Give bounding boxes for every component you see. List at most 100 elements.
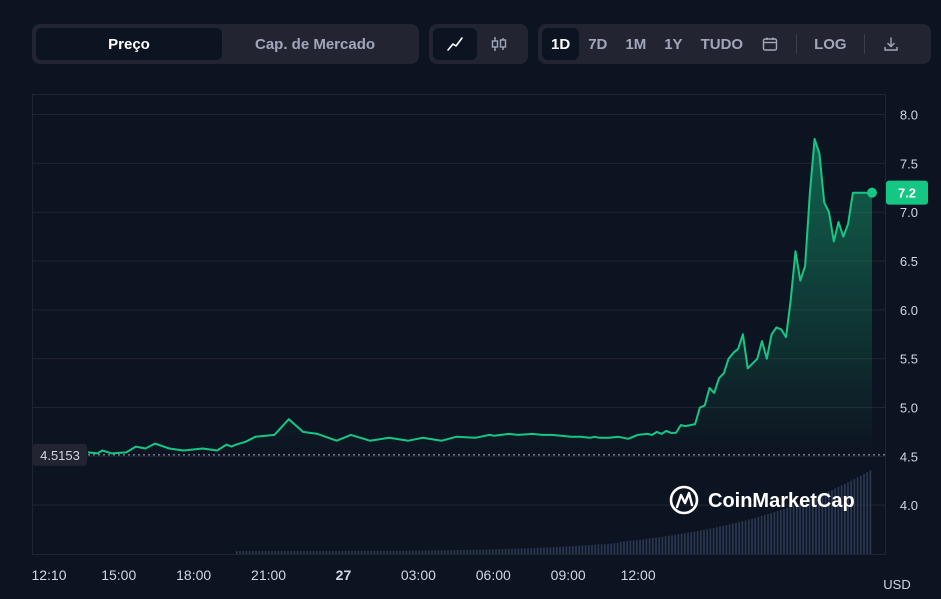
volume-bar <box>530 548 532 554</box>
volume-bar <box>386 550 388 554</box>
volume-bar <box>597 544 600 554</box>
volume-bar <box>632 540 635 554</box>
volume-bar <box>639 539 641 554</box>
volume-bar <box>712 527 715 554</box>
volume-bar <box>844 484 846 554</box>
volume-bar <box>652 538 654 554</box>
volume-bar <box>456 550 459 554</box>
volume-bar <box>728 524 731 554</box>
volume-bar <box>693 531 696 554</box>
volume-bar <box>578 545 580 554</box>
y-tick-label: 6.5 <box>900 254 918 269</box>
toolbar-divider <box>796 34 798 54</box>
volume-bar <box>252 551 254 554</box>
log-scale-button[interactable]: LOG <box>814 35 847 53</box>
volume-bar <box>367 550 369 554</box>
volume-bar <box>552 547 555 554</box>
volume-bar <box>770 513 772 554</box>
x-tick-label: 03:00 <box>401 567 436 583</box>
volume-bar <box>546 547 548 554</box>
y-tick-label: 8.0 <box>900 108 918 123</box>
market-cap-tab[interactable]: Cap. de Mercado <box>254 35 376 53</box>
volume-bar <box>533 548 536 554</box>
volume-bar <box>399 550 401 554</box>
volume-bar <box>447 550 449 554</box>
price-area <box>88 138 872 454</box>
volume-bar <box>869 470 872 554</box>
volume-bar <box>556 547 558 554</box>
x-tick-label: 12:10 <box>31 567 66 583</box>
volume-bar <box>616 543 619 554</box>
range-1d-button[interactable]: 1D <box>542 28 580 60</box>
line-chart-button[interactable] <box>433 28 477 60</box>
volume-bar <box>866 472 868 554</box>
volume-bar <box>389 550 392 554</box>
volume-bar <box>668 535 670 554</box>
x-tick-label: 18:00 <box>176 567 211 583</box>
volume-bar <box>351 550 353 554</box>
volume-bar <box>300 551 302 554</box>
range-1y-button[interactable]: 1Y <box>664 35 683 53</box>
volume-bar <box>364 550 366 554</box>
chart-mode-toggle: Preço Cap. de Mercado <box>32 24 419 64</box>
volume-bar <box>360 550 363 554</box>
price-line <box>87 137 872 455</box>
volume-bar <box>703 529 705 554</box>
volume-bar <box>325 551 328 554</box>
volume-bar <box>764 515 766 554</box>
volume-bar <box>796 504 798 554</box>
volume-bar <box>476 549 478 554</box>
y-tick-label: 5.0 <box>900 401 918 416</box>
volume-bar <box>744 520 747 554</box>
volume-bar <box>860 475 862 554</box>
volume-bar <box>812 498 814 554</box>
volume-bar <box>565 546 568 554</box>
volume-bar <box>837 487 840 554</box>
volume-bar <box>415 550 417 554</box>
volume-bar <box>735 522 737 554</box>
volume-bar <box>741 521 744 554</box>
coinmarketcap-logo <box>669 485 699 515</box>
volume-bar <box>280 551 283 554</box>
volume-bar <box>840 485 843 554</box>
volume-bar <box>501 549 504 554</box>
volume-bar <box>706 529 708 554</box>
download-button[interactable] <box>873 28 909 60</box>
volume-bar <box>664 536 667 554</box>
date-range-button[interactable] <box>752 28 788 60</box>
volume-bar <box>828 491 830 554</box>
volume-bar <box>245 551 248 554</box>
volume-bar <box>792 505 795 554</box>
volume-bar <box>306 551 308 554</box>
volume-bar <box>293 551 296 554</box>
volume-bar <box>322 551 324 554</box>
volume-bar <box>412 550 414 554</box>
price-tab[interactable]: Preço <box>36 28 222 60</box>
volume-bar <box>376 550 379 554</box>
volume-bar <box>434 550 436 554</box>
volume-bar <box>482 549 484 554</box>
volume-bar <box>575 546 577 554</box>
watermark-text: CoinMarketCap <box>708 490 855 512</box>
volume-bar <box>607 543 609 554</box>
volume-bar <box>680 533 683 554</box>
candlestick-button[interactable] <box>477 28 521 60</box>
range-1m-button[interactable]: 1M <box>625 35 647 53</box>
volume-bar <box>642 539 644 554</box>
range-all-button[interactable]: TUDO <box>700 35 744 53</box>
volume-bar <box>722 525 724 554</box>
volume-bar <box>508 548 510 554</box>
volume-bar <box>732 523 734 554</box>
volume-bar <box>258 551 260 554</box>
volume-bar <box>354 550 356 554</box>
volume-bar <box>568 546 571 554</box>
volume-bar <box>485 549 488 554</box>
volume-bar <box>626 541 628 554</box>
volume-bar <box>751 518 753 554</box>
volume-bar <box>524 548 526 554</box>
volume-bar <box>690 532 692 554</box>
volume-bar <box>348 550 350 554</box>
range-7d-button[interactable]: 7D <box>588 35 608 53</box>
volume-bar <box>536 547 539 554</box>
